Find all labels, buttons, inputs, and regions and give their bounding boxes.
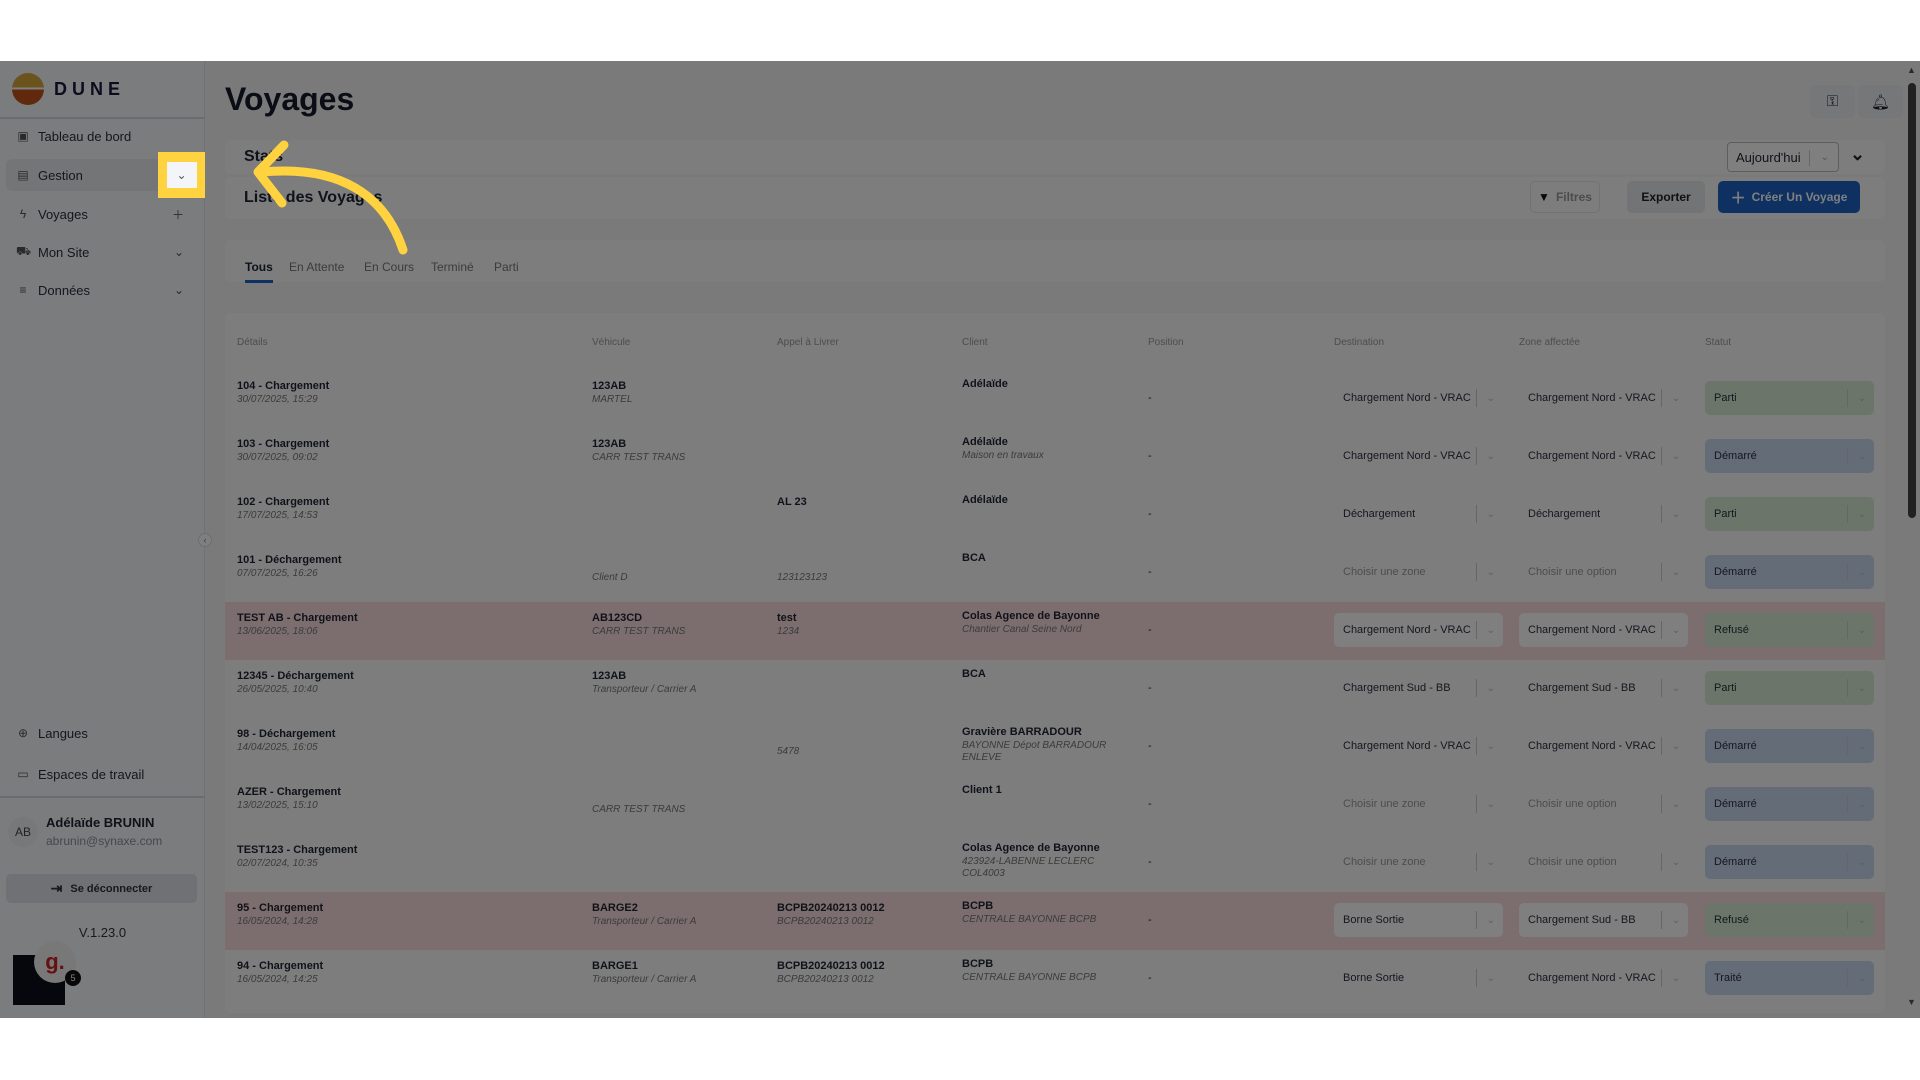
chevron-down-icon[interactable]: ⌄ bbox=[166, 162, 197, 188]
arrow-curve bbox=[257, 166, 408, 255]
gestion-expand-highlight[interactable]: ⌄ bbox=[158, 152, 205, 198]
arrow-head bbox=[253, 140, 289, 208]
